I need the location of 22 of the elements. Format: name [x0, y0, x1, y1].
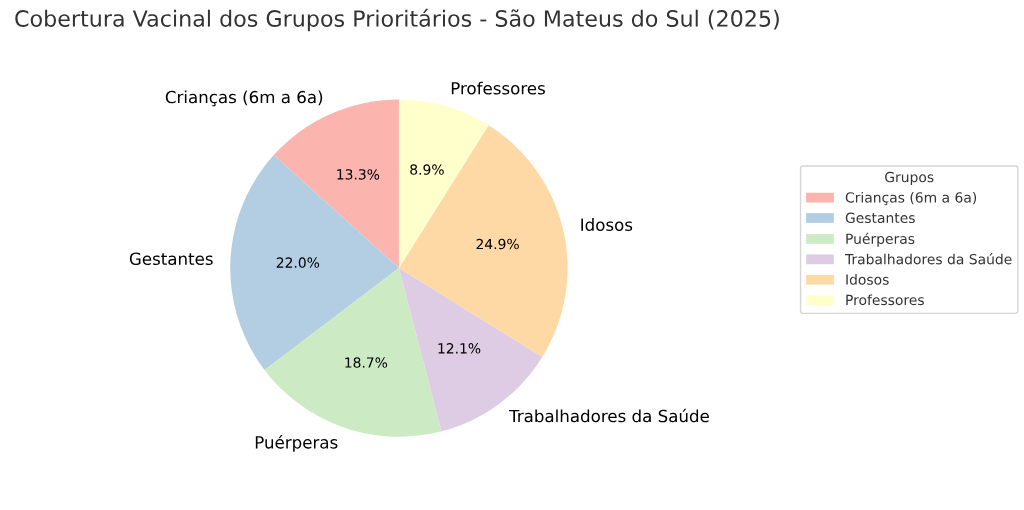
- slice-label: Professores: [451, 81, 545, 95]
- slice-label: Crianças (6m a 6a): [165, 90, 323, 107]
- data-label: 12.1%: [438, 343, 481, 354]
- slice-label: Trabalhadores da Saúde: [509, 408, 709, 423]
- legend-title: Grupos: [885, 171, 934, 185]
- legend-label: Trabalhadores da Saúde: [844, 253, 1012, 265]
- legend-label: Puérperas: [846, 232, 915, 247]
- pie-slice: [230, 155, 399, 371]
- data-label: 18.7%: [345, 357, 388, 368]
- data-label: 8.9%: [410, 164, 444, 175]
- slice-label: Idosos: [581, 218, 633, 231]
- slice-label: Puérperas: [255, 435, 338, 452]
- legend-label: Professores: [846, 294, 924, 306]
- legend-label: Crianças (6m a 6a): [845, 191, 977, 206]
- chart-title: Cobertura Vacinal dos Grupos Prioritários - São Mateus do Sul (2025): [15, 8, 779, 32]
- data-label: 13.3%: [337, 169, 380, 180]
- data-label: 22.0%: [276, 257, 320, 268]
- legend-label: Gestantes: [845, 212, 915, 224]
- legend-label: Idosos: [846, 274, 889, 285]
- pie-slice: [398, 125, 568, 358]
- slice-label: Gestantes: [129, 252, 213, 266]
- data-label: 24.9%: [476, 238, 519, 250]
